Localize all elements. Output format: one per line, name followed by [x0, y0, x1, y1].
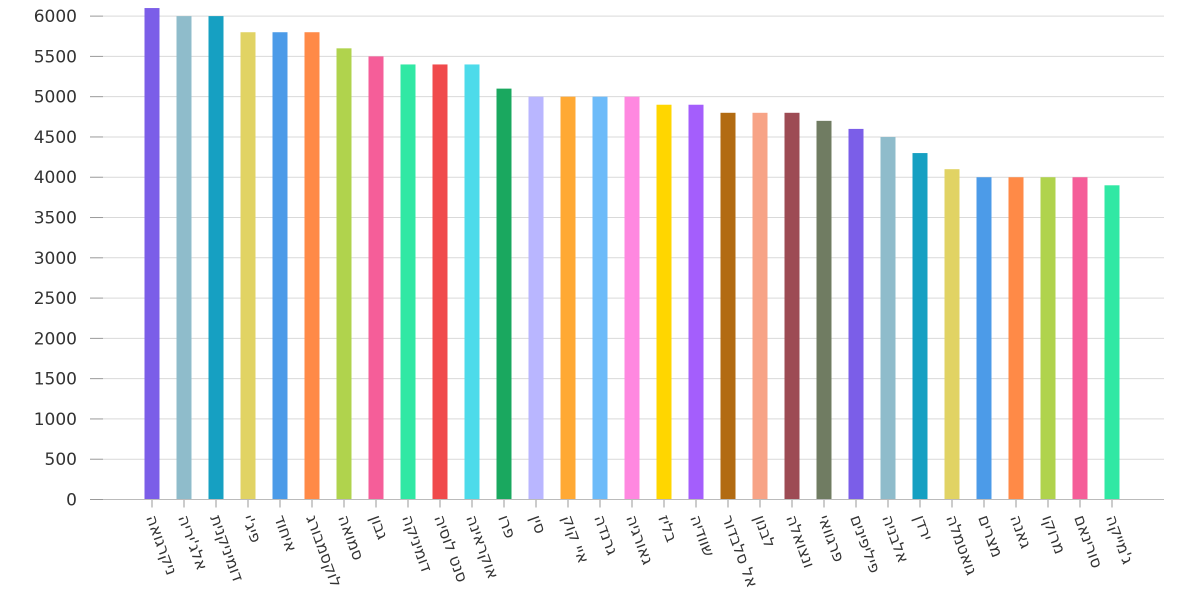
bar — [688, 104, 704, 500]
bar — [528, 96, 544, 500]
bar — [848, 128, 864, 500]
x-tick-label: פיג'י — [238, 512, 265, 545]
y-tick-label: 2000 — [34, 329, 77, 349]
bar — [368, 56, 384, 500]
bar — [144, 8, 160, 500]
y-tick-label: 5500 — [34, 47, 77, 67]
x-tick-label: אלבניה — [878, 512, 913, 565]
x-tick-label: גבון — [366, 512, 392, 542]
bar — [560, 96, 576, 500]
x-tick-label: פרו — [494, 512, 520, 540]
bar — [1008, 177, 1024, 500]
bar — [912, 153, 928, 500]
x-tick-label: פיליפינים — [846, 512, 885, 575]
bar — [944, 169, 960, 500]
x-tick-label: ירדן — [910, 512, 937, 543]
x-tick-label: ונצואלה — [782, 512, 819, 570]
y-tick-label: 4500 — [34, 128, 77, 148]
bar — [976, 177, 992, 500]
bar — [240, 32, 256, 500]
x-tick-label: בליז — [654, 512, 681, 544]
x-tick-label: אלג'יריה — [174, 512, 211, 572]
bar — [272, 32, 288, 500]
x-tick-label: גרנדה — [590, 512, 622, 558]
bar — [336, 48, 352, 500]
x-tick-label: מרוקו — [1038, 512, 1070, 556]
y-tick-label: 6000 — [34, 7, 77, 27]
y-tick-label: 2500 — [34, 289, 77, 309]
x-tick-label: לבנון — [750, 512, 779, 550]
x-tick-label: סורינאם — [1070, 512, 1107, 570]
bar — [1072, 177, 1088, 500]
x-tick-label: דומיניקה — [398, 512, 436, 574]
bar — [400, 64, 416, 500]
bar — [304, 32, 320, 500]
x-tick-label: איי קוק — [558, 512, 593, 565]
x-tick-label: גאנה — [1006, 512, 1036, 551]
bar — [880, 136, 896, 500]
y-axis: 0 500 1000 1500 2000 2500 3000 3500 4000 4500 5000… — [34, 7, 103, 511]
x-tick-label: סמואה — [334, 512, 368, 562]
bar — [752, 112, 768, 500]
bar — [816, 120, 832, 500]
y-tick-label: 0 — [66, 491, 77, 511]
y-tick-label: 500 — [45, 450, 77, 470]
y-tick-label: 3000 — [34, 249, 77, 269]
bar — [624, 96, 640, 500]
bar — [208, 16, 224, 500]
bar — [464, 64, 480, 500]
x-tick-label: ג'מייקה — [1102, 512, 1137, 567]
bar — [720, 112, 736, 500]
bar — [784, 112, 800, 500]
y-tick-label: 4000 — [34, 168, 77, 188]
bar — [656, 104, 672, 500]
y-tick-label: 1000 — [34, 410, 77, 430]
x-tick-label: סין — [526, 512, 550, 536]
y-tick-label: 1500 — [34, 370, 77, 390]
x-tick-label: מצרים — [974, 512, 1007, 559]
bar — [496, 88, 512, 500]
bar — [1040, 177, 1056, 500]
x-tick-label: שוודיה — [686, 512, 719, 559]
bar — [592, 96, 608, 500]
x-tick-label: גאורגיה — [622, 512, 658, 567]
bars — [144, 8, 1120, 500]
y-tick-label: 5000 — [34, 88, 77, 108]
bar — [176, 16, 192, 500]
x-tick-label: פרגוואי — [814, 512, 848, 564]
y-tick-label: 3500 — [34, 209, 77, 229]
bar — [432, 64, 448, 500]
x-tick-label: איחוד — [270, 512, 301, 554]
bar — [1104, 185, 1120, 500]
